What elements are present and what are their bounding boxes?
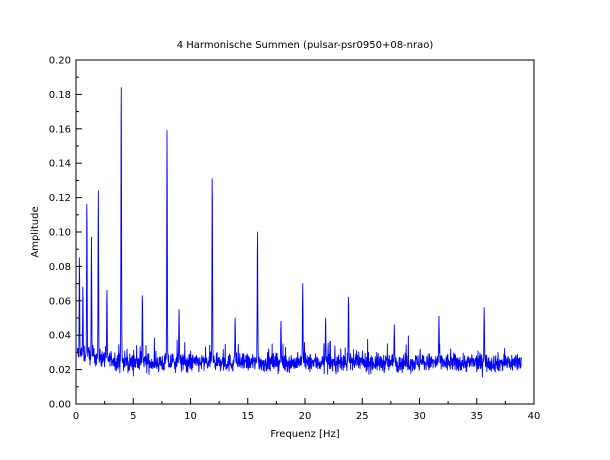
x-tick-label: 10 [184,411,197,422]
x-tick-label: 15 [241,411,254,422]
y-tick-label: 0.00 [49,400,71,411]
x-axis-label: Frequenz [Hz] [270,429,339,440]
y-tick-label: 0.16 [49,124,71,135]
y-tick-label: 0.06 [49,296,71,307]
y-tick-label: 0.02 [49,365,71,376]
x-tick-label: 20 [299,411,312,422]
y-axis-label: Amplitude [30,206,41,257]
y-tick-label: 0.14 [49,159,71,170]
x-tick-label: 25 [356,411,369,422]
x-tick-label: 5 [130,411,136,422]
y-tick-label: 0.20 [49,56,71,67]
x-tick-label: 30 [413,411,426,422]
y-tick-label: 0.18 [49,90,71,101]
y-tick-label: 0.08 [49,262,71,273]
series-layer [76,87,522,378]
axes-layer: 0 5 10 15 20 25 30 35 40 0.00 0.02 0.04 0.06 0.08 0.10… [49,56,541,423]
y-tick-label: 0.12 [49,193,71,204]
y-tick-label: 0.10 [49,228,71,239]
x-tick-label: 35 [470,411,483,422]
y-tick-label: 0.04 [49,331,71,342]
series-line [76,87,522,378]
x-tick-label: 40 [528,411,541,422]
x-tick-label: 0 [73,411,79,422]
chart-title: 4 Harmonische Summen (pulsar-psr0950+08-… [177,40,434,51]
